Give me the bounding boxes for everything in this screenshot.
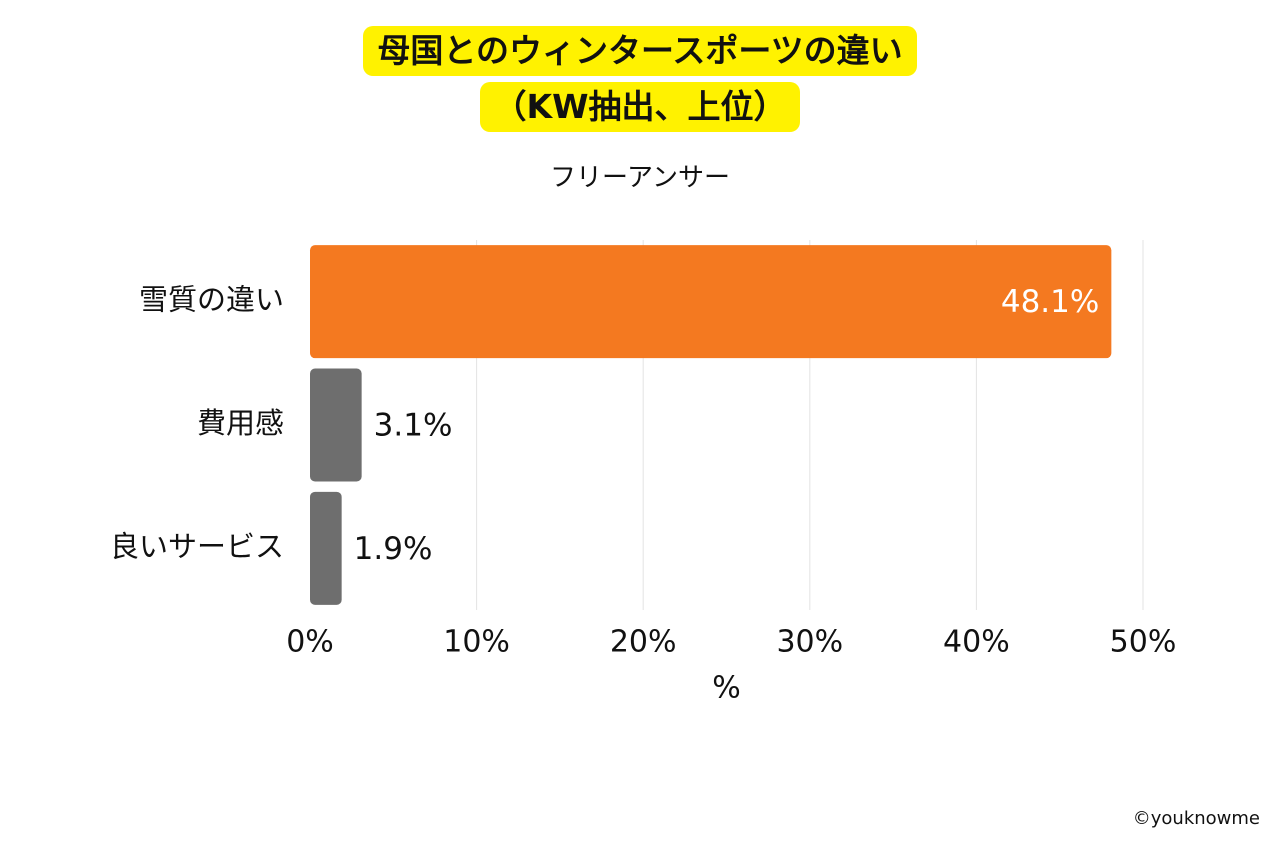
x-tick-label-20: 20% bbox=[610, 625, 677, 660]
x-tick-label-0: 0% bbox=[286, 625, 334, 660]
chart-title: 母国とのウィンタースポーツの違い （KW抽出、上位） bbox=[0, 26, 1280, 132]
x-tick-label-40: 40% bbox=[943, 625, 1010, 660]
x-tick-label-50: 50% bbox=[1110, 625, 1177, 660]
category-label-1: 費用感 bbox=[197, 406, 284, 440]
copyright-text: ©youknowme bbox=[1132, 808, 1260, 829]
bar-1 bbox=[310, 368, 362, 482]
x-tick-label-30: 30% bbox=[776, 625, 843, 660]
value-label-1: 3.1% bbox=[374, 408, 453, 444]
category-label-0: 雪質の違い bbox=[139, 283, 284, 317]
value-label-0: 48.1% bbox=[1001, 284, 1099, 320]
chart-title-line-2: （KW抽出、上位） bbox=[479, 82, 801, 132]
bar-2 bbox=[310, 491, 342, 605]
value-label-2: 1.9% bbox=[354, 531, 433, 567]
x-axis-label: % bbox=[712, 671, 741, 706]
category-label-2: 良いサービス bbox=[110, 529, 284, 563]
chart-subtitle: フリーアンサー bbox=[550, 163, 730, 193]
chart-title-line-1: 母国とのウィンタースポーツの違い bbox=[363, 26, 917, 76]
x-tick-label-10: 10% bbox=[443, 625, 510, 660]
bar-0 bbox=[310, 245, 1112, 359]
